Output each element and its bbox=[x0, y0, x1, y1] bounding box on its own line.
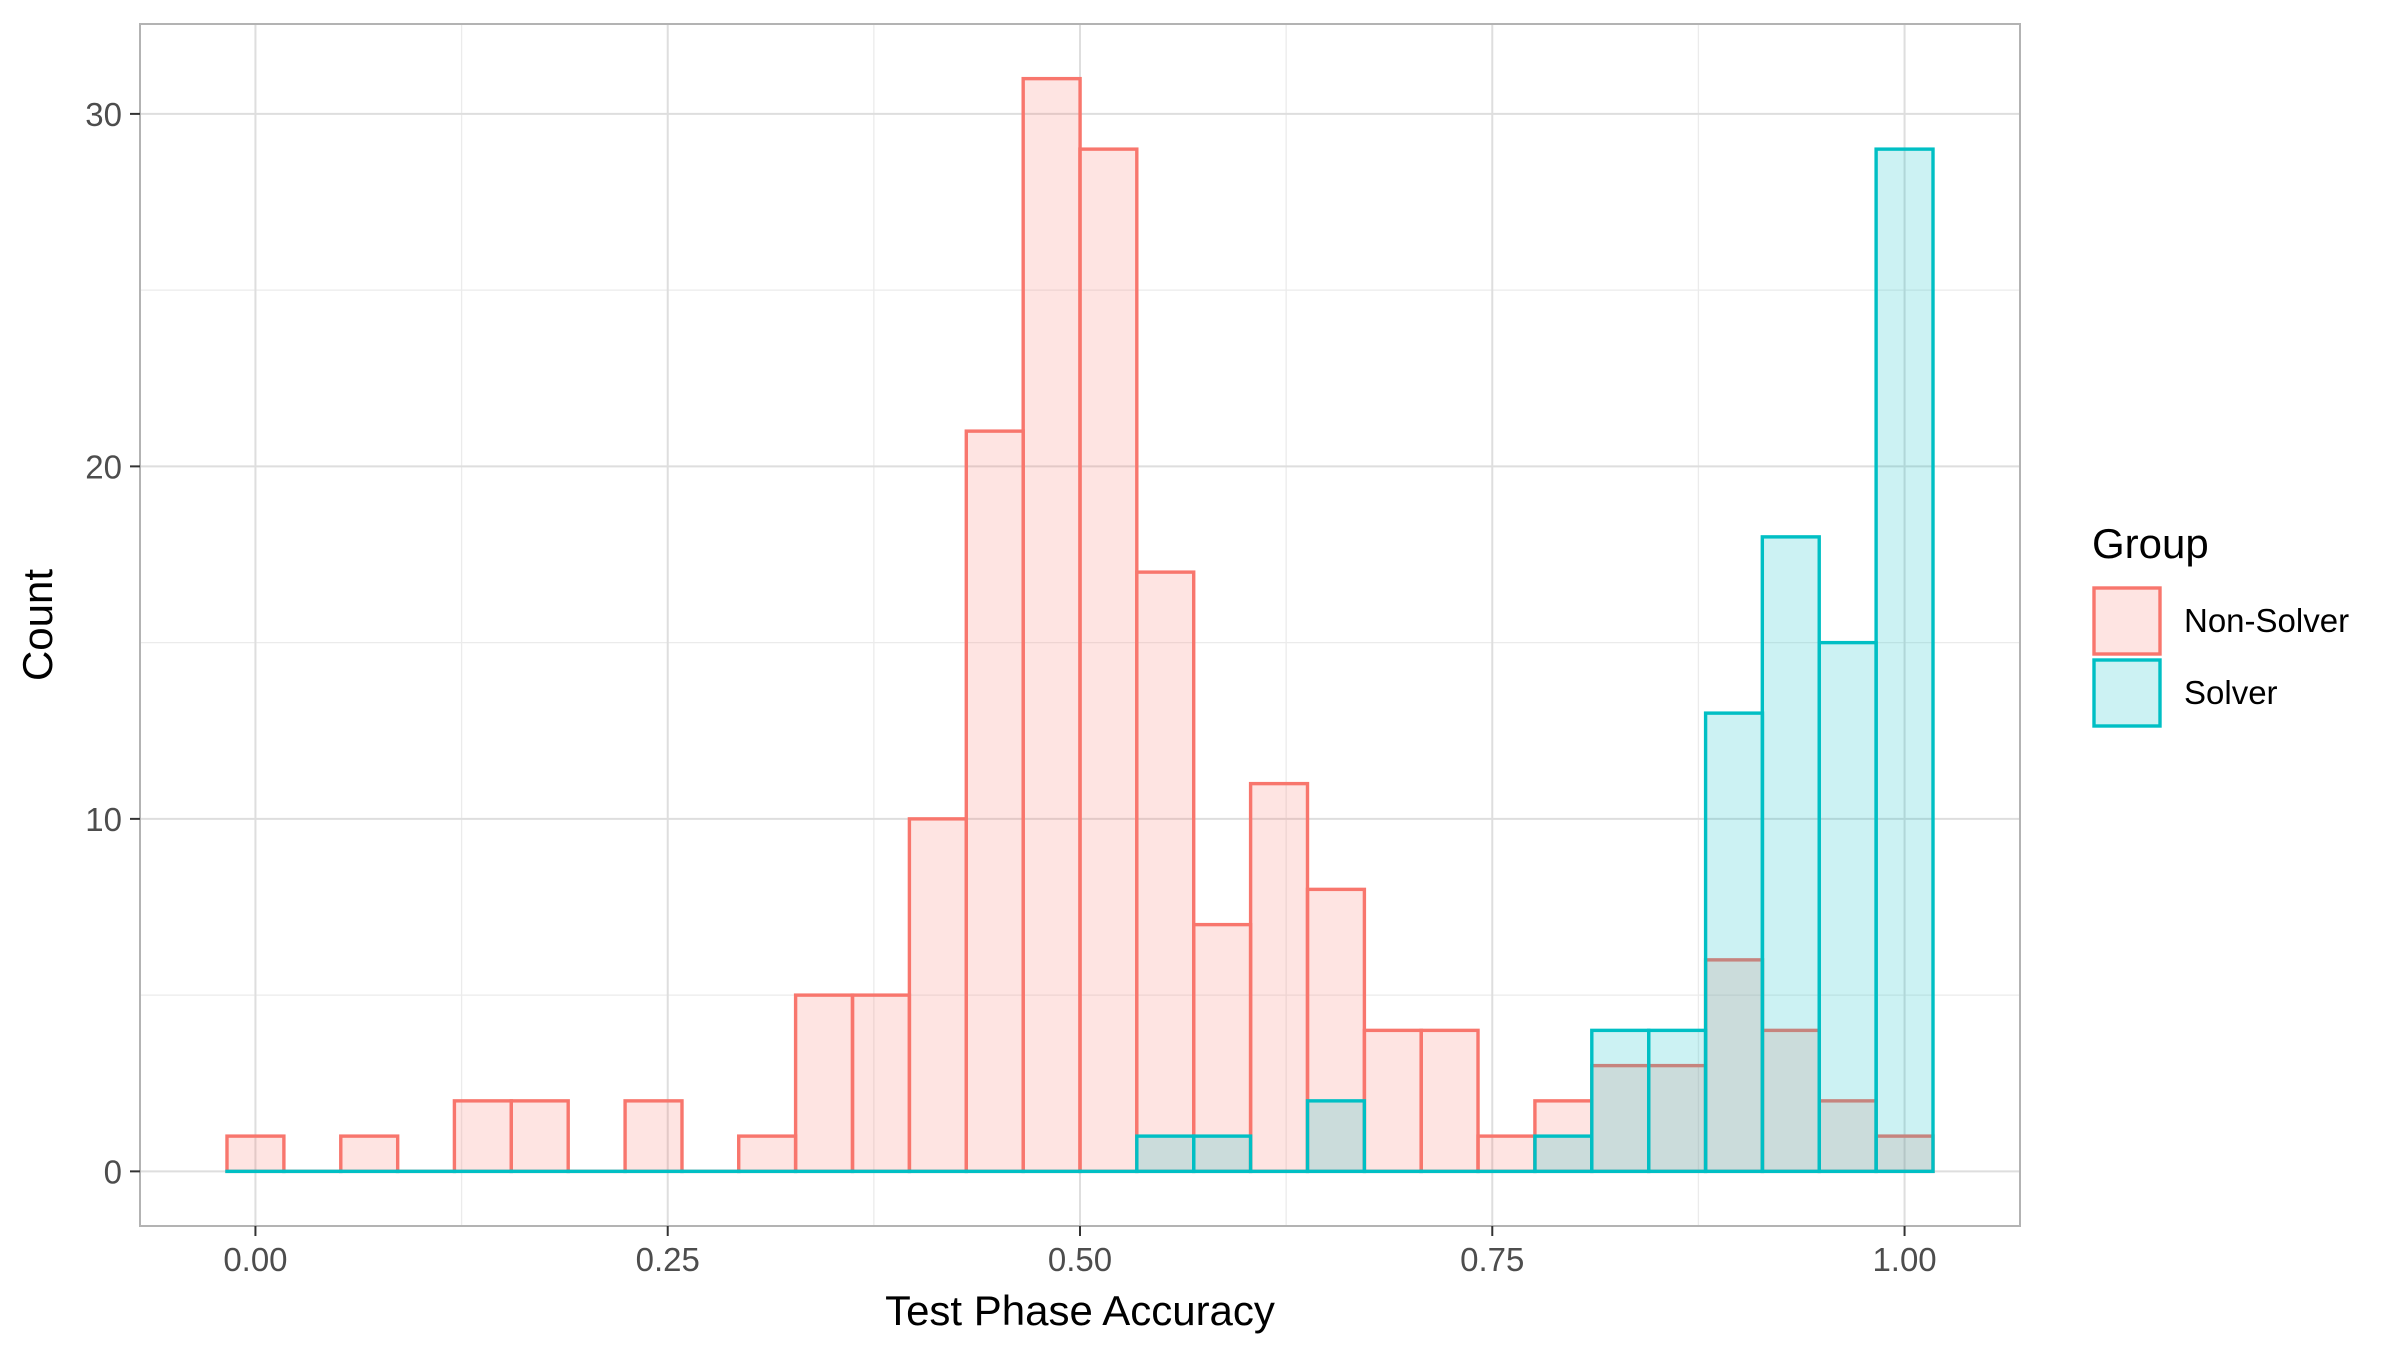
bar bbox=[1248, 781, 1310, 1174]
bar bbox=[1646, 1028, 1708, 1174]
bar bbox=[1533, 1134, 1594, 1174]
bar bbox=[793, 993, 855, 1174]
y-tick-label: 20 bbox=[85, 448, 122, 485]
bar bbox=[1703, 958, 1765, 1174]
bar bbox=[1590, 1028, 1651, 1174]
bar bbox=[339, 1134, 400, 1174]
bar bbox=[907, 817, 968, 1174]
x-tick-label: 0.00 bbox=[223, 1241, 287, 1278]
x-tick-label: 0.25 bbox=[636, 1241, 700, 1278]
legend-key-solver bbox=[2092, 658, 2162, 728]
bar bbox=[1419, 1028, 1480, 1174]
bar bbox=[623, 1099, 684, 1174]
legend-label-solver: Solver bbox=[2184, 674, 2278, 711]
bar bbox=[225, 1134, 286, 1174]
y-axis-ticks: 0 10 20 30 bbox=[85, 96, 140, 1190]
y-tick-label: 30 bbox=[85, 96, 122, 133]
bar bbox=[1078, 147, 1139, 1174]
bar bbox=[1760, 535, 1821, 1174]
y-tick-label: 0 bbox=[104, 1153, 122, 1190]
bar bbox=[1135, 570, 1196, 1174]
x-axis-ticks: 0.00 0.25 0.50 0.75 1.00 bbox=[223, 1226, 1937, 1278]
x-axis-title: Test Phase Accuracy bbox=[885, 1287, 1275, 1334]
legend-title: Group bbox=[2092, 520, 2209, 567]
bar bbox=[1703, 711, 1765, 1174]
x-tick-label: 0.75 bbox=[1460, 1241, 1524, 1278]
x-tick-label: 0.50 bbox=[1048, 1241, 1112, 1278]
bar bbox=[1476, 1134, 1537, 1174]
bar bbox=[1305, 1099, 1367, 1174]
bar bbox=[850, 993, 912, 1174]
legend: Group Non-Solver Solver bbox=[2092, 520, 2349, 728]
bar bbox=[452, 1099, 514, 1174]
bar bbox=[964, 429, 1025, 1174]
bar bbox=[1874, 147, 1935, 1174]
series-non-solver bbox=[225, 76, 1935, 1174]
series-solver bbox=[225, 147, 1935, 1174]
bar bbox=[737, 1134, 798, 1174]
bar bbox=[1192, 922, 1253, 1174]
legend-label-non-solver: Non-Solver bbox=[2184, 602, 2349, 639]
legend-key-non-solver bbox=[2092, 586, 2162, 656]
bar bbox=[1362, 1028, 1423, 1174]
bar bbox=[1192, 1134, 1253, 1174]
bar bbox=[1646, 1063, 1708, 1174]
bar bbox=[1135, 1134, 1196, 1174]
y-tick-label: 10 bbox=[85, 801, 122, 838]
histogram-bars bbox=[225, 76, 1935, 1174]
y-axis-title: Count bbox=[14, 569, 61, 681]
bar bbox=[509, 1099, 570, 1174]
bar bbox=[1817, 640, 1878, 1174]
bar bbox=[1021, 76, 1082, 1174]
x-tick-label: 1.00 bbox=[1872, 1241, 1936, 1278]
